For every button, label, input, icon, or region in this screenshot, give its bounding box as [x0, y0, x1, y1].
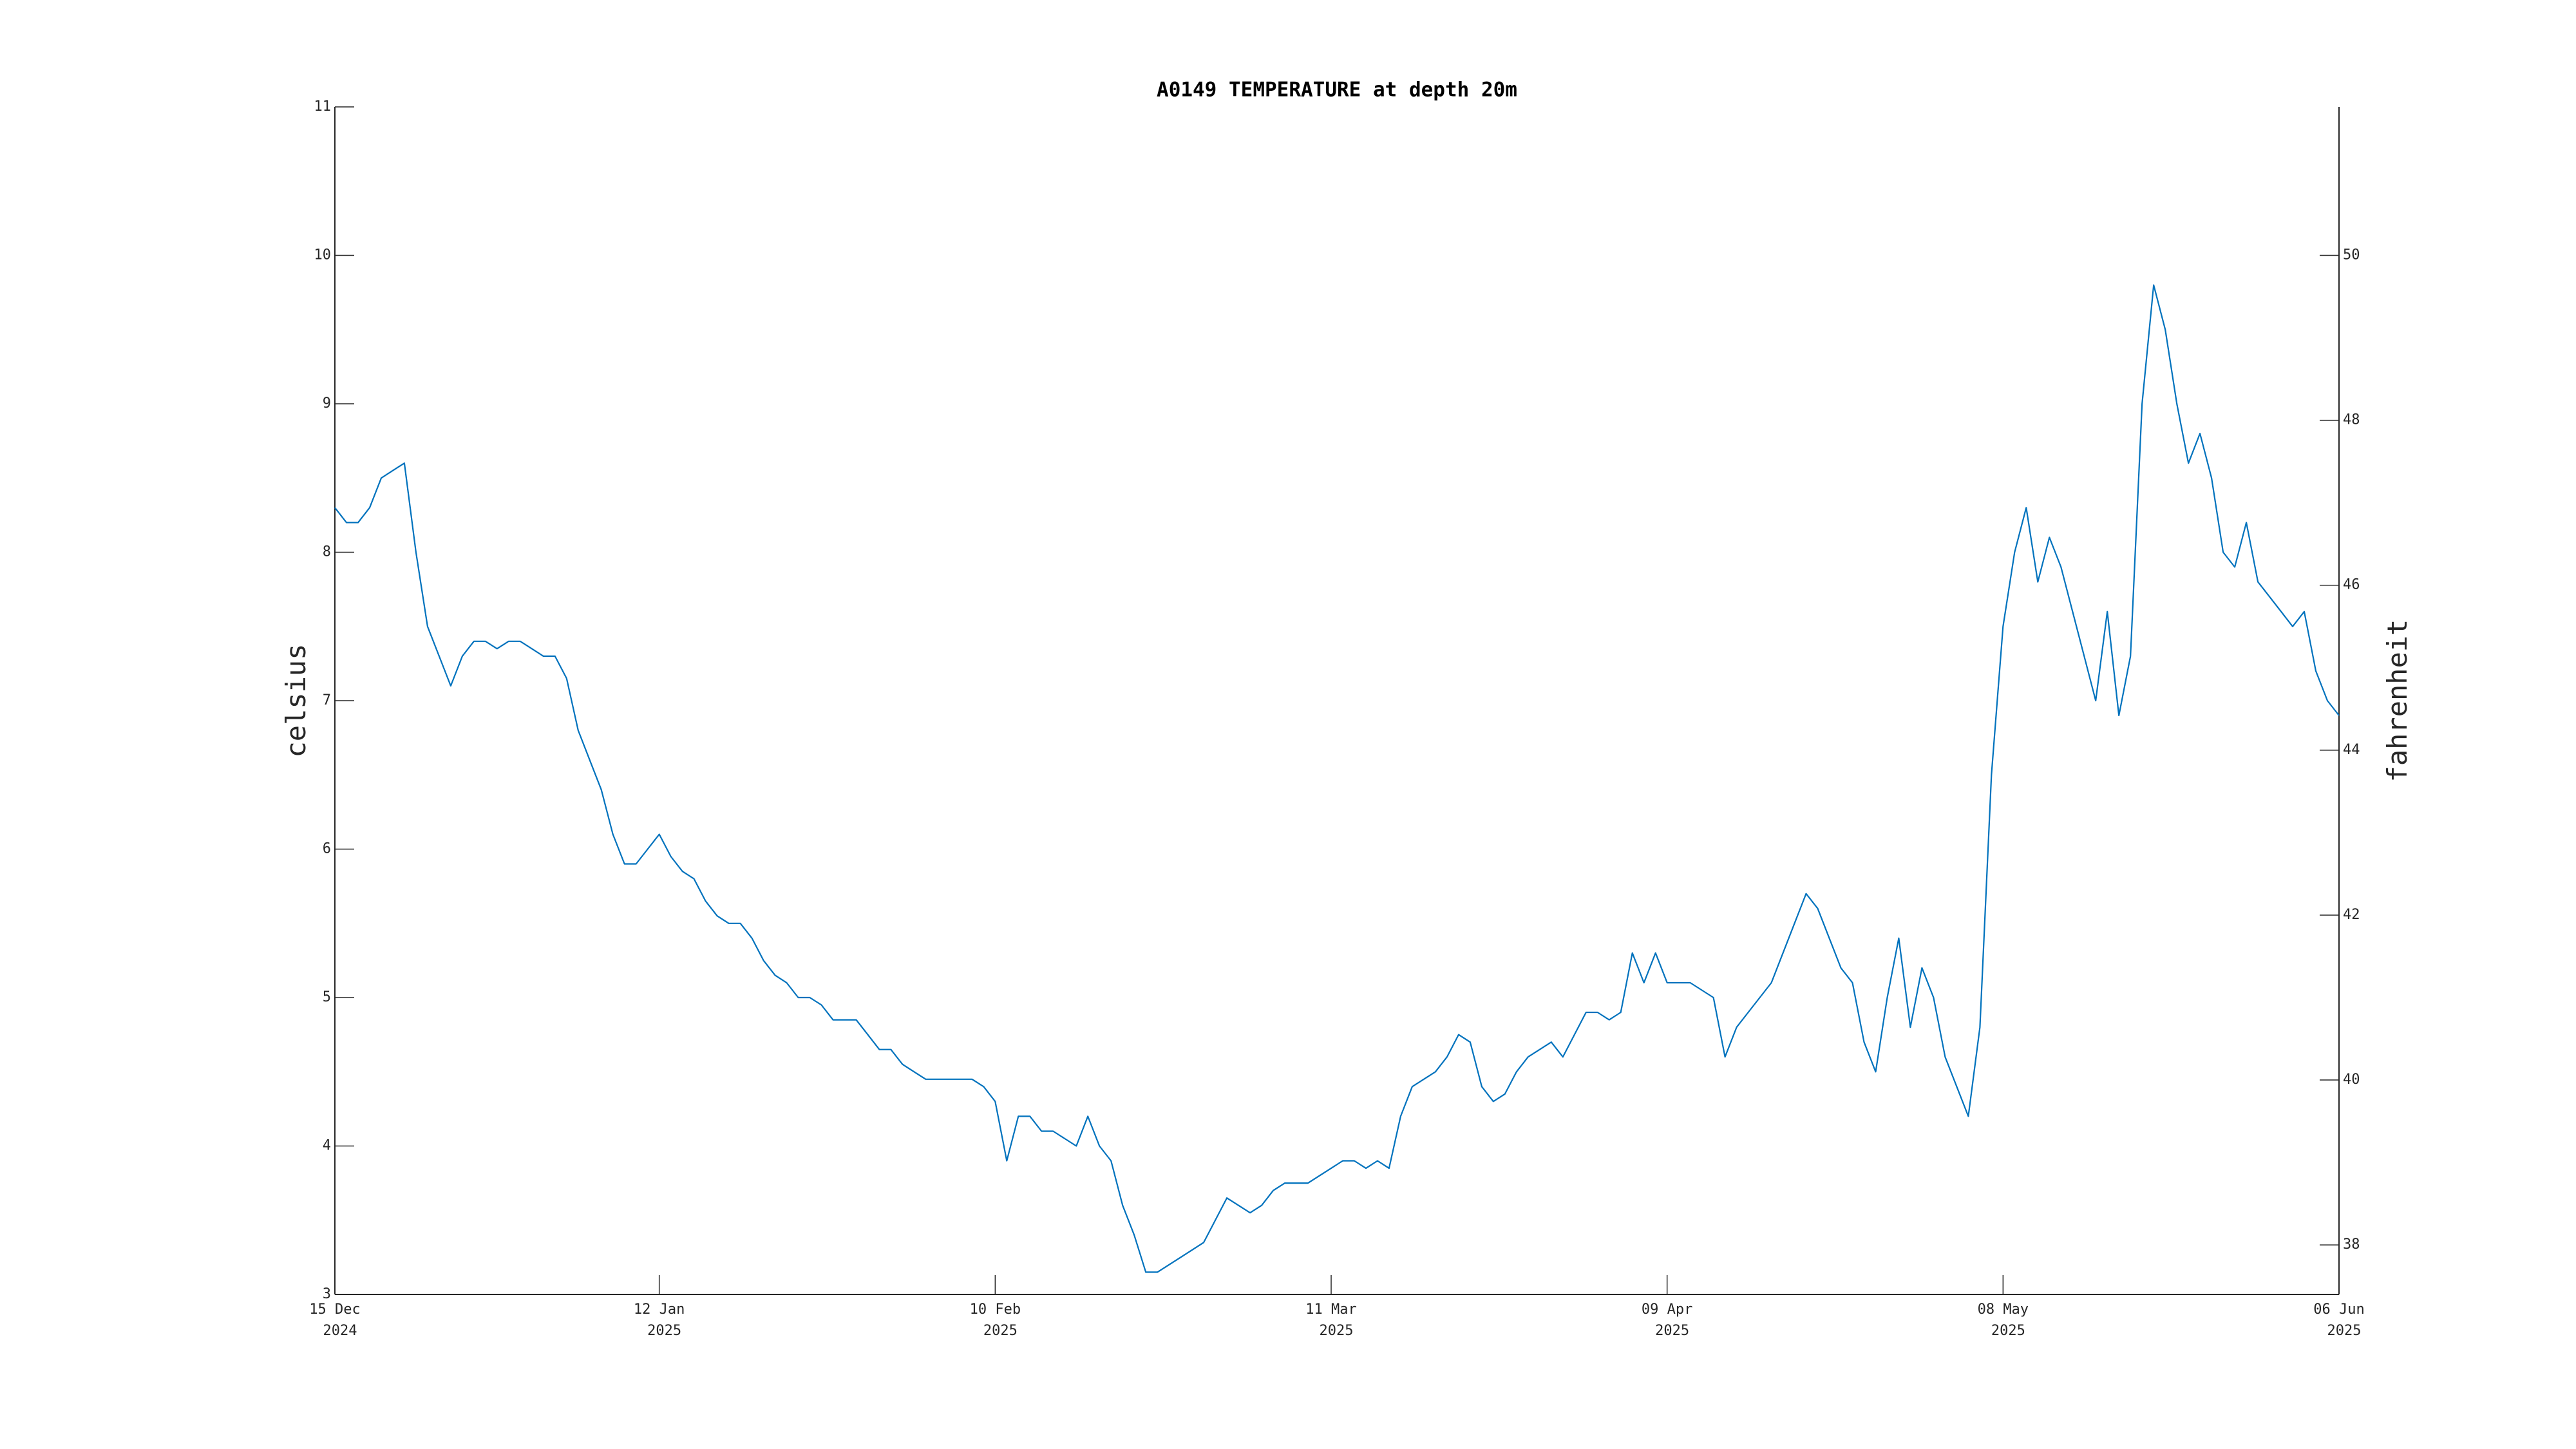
- y-tick-label: 5: [323, 989, 331, 1005]
- y2-tick-label: 48: [2343, 412, 2360, 428]
- y2-tick-label: 44: [2343, 742, 2360, 758]
- y-tick-label: 8: [323, 544, 331, 560]
- y-tick-label: 6: [323, 841, 331, 857]
- x-tick-label: 11 Mar: [1305, 1302, 1356, 1318]
- y2-tick-label: 50: [2343, 247, 2360, 263]
- x-tick-label: 2025: [983, 1323, 1018, 1339]
- y2-tick-label: 38: [2343, 1236, 2360, 1253]
- y2-tick-label: 40: [2343, 1072, 2360, 1088]
- x-tick-label: 2025: [647, 1323, 681, 1339]
- temperature-line: [334, 284, 2340, 1273]
- y2-axis-label: fahrenheit: [2382, 620, 2413, 782]
- y-tick-label: 4: [323, 1138, 331, 1154]
- y-tick-label: 7: [323, 692, 331, 708]
- y-axis-label: celsius: [280, 643, 312, 757]
- chart-title: A0149 TEMPERATURE at depth 20m: [1157, 79, 1517, 102]
- y2-tick-label: 42: [2343, 907, 2360, 923]
- y-tick-label: 3: [323, 1286, 331, 1302]
- y-tick-label: 10: [314, 247, 332, 263]
- x-tick-label: 12 Jan: [634, 1302, 685, 1318]
- x-tick-label: 2025: [2327, 1323, 2362, 1339]
- x-tick-label: 2024: [323, 1323, 357, 1339]
- y-tick-label: 9: [323, 395, 331, 412]
- x-tick-label: 06 Jun: [2313, 1302, 2364, 1318]
- x-tick-label: 10 Feb: [970, 1302, 1021, 1318]
- x-tick-label: 2025: [1320, 1323, 1354, 1339]
- x-tick-label: 09 Apr: [1642, 1302, 1692, 1318]
- x-tick-label: 2025: [1991, 1323, 2025, 1339]
- x-tick-label: 2025: [1655, 1323, 1689, 1339]
- y2-tick-label: 46: [2343, 577, 2360, 593]
- x-tick-label: 08 May: [1978, 1302, 2029, 1318]
- y-tick-label: 11: [314, 99, 332, 115]
- x-tick-label: 15 Dec: [309, 1302, 360, 1318]
